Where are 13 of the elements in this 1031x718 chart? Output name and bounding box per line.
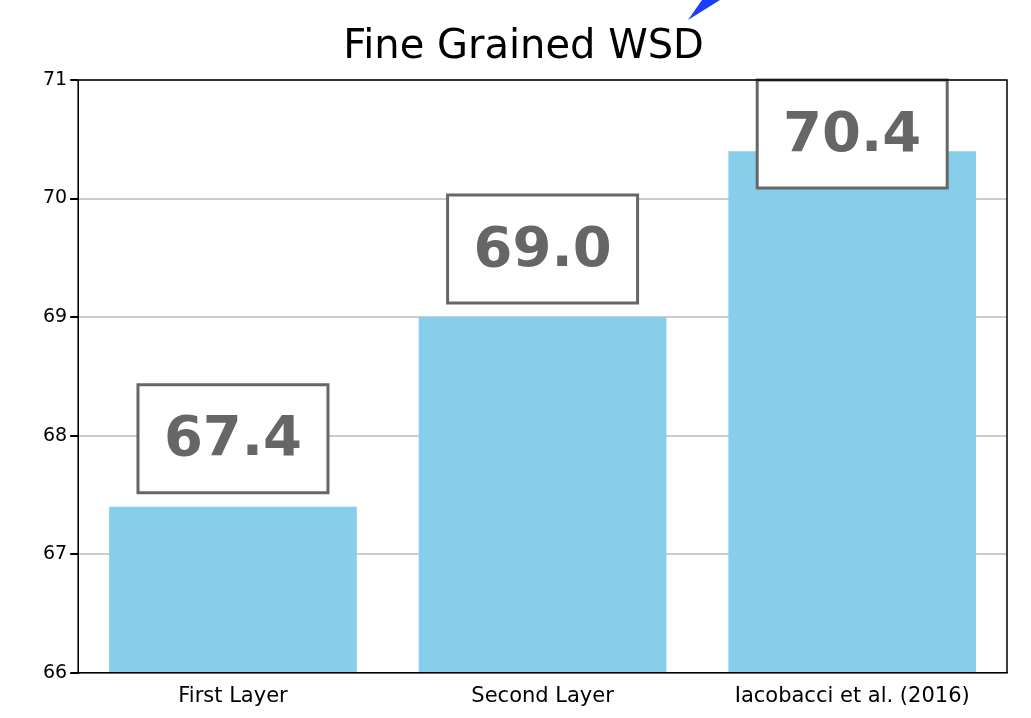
- y-tick-label: 68: [42, 422, 68, 445]
- data-label: 70.4: [783, 98, 922, 164]
- x-tick-label: Iacobacci et al. (2016): [734, 682, 970, 707]
- data-label: 67.4: [163, 403, 303, 469]
- y-tick-label: 67: [42, 541, 68, 564]
- chart-title: Fine Grained WSD: [343, 21, 704, 68]
- y-tick-label: 69: [42, 304, 68, 327]
- y-tick-label: 71: [42, 66, 68, 89]
- y-tick-label: 70: [42, 185, 68, 208]
- data-label: 69.0: [473, 213, 612, 279]
- x-tick-label: First Layer: [178, 682, 289, 707]
- y-tick-label: 66: [42, 659, 68, 682]
- x-tick-label: Second Layer: [471, 682, 615, 707]
